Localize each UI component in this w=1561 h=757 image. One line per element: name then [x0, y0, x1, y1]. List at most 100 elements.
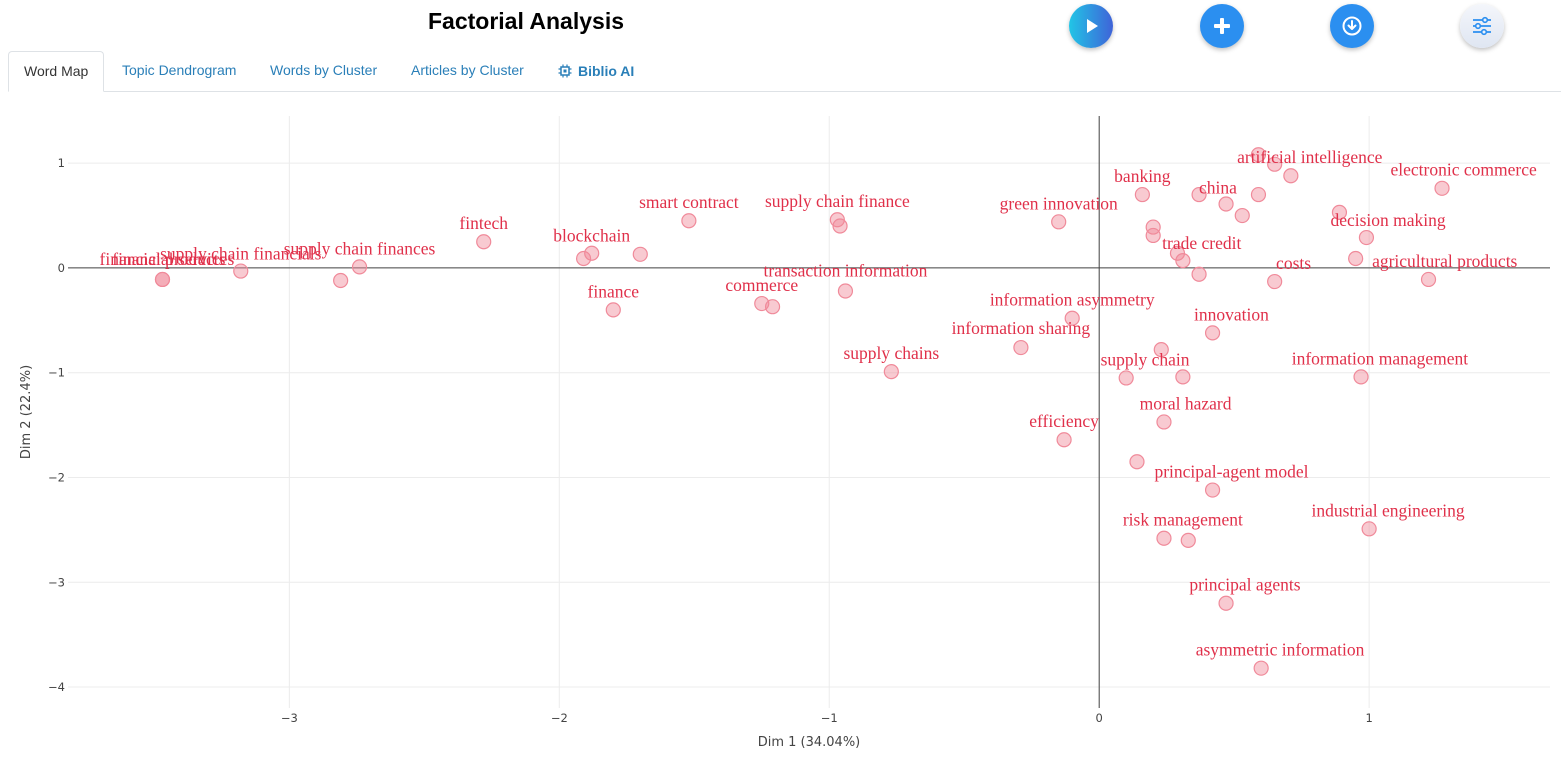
data-point[interactable]: [1153, 342, 1169, 358]
y-tick-label: −3: [48, 575, 65, 589]
data-point[interactable]: [764, 299, 781, 315]
y-axis-label: Dim 2 (22.4%): [19, 365, 34, 459]
data-point[interactable]: [1129, 454, 1145, 470]
data-point[interactable]: [1013, 339, 1029, 356]
options-button[interactable]: [1460, 4, 1504, 48]
data-point[interactable]: [1180, 532, 1196, 548]
point-label: costs: [1276, 253, 1311, 273]
data-point[interactable]: [584, 245, 600, 261]
data-point[interactable]: [1250, 147, 1267, 163]
data-point[interactable]: [1156, 530, 1172, 546]
run-button[interactable]: [1069, 4, 1113, 48]
point-label: china: [1199, 178, 1237, 198]
point-label: blockchain: [553, 226, 630, 246]
data-point[interactable]: [1051, 214, 1067, 230]
data-point[interactable]: [333, 272, 349, 289]
data-point[interactable]: [154, 271, 171, 288]
y-axis-ticks: 1 0 −1 −2 −3 −4: [48, 156, 65, 694]
data-point[interactable]: [1283, 168, 1299, 184]
data-point[interactable]: [1353, 369, 1369, 385]
x-axis-label: Dim 1 (34.04%): [758, 735, 861, 750]
tab-topic-dendrogram[interactable]: Topic Dendrogram: [122, 62, 237, 78]
sliders-icon: [1473, 16, 1491, 36]
data-point[interactable]: [1204, 482, 1221, 498]
point-label: principal-agent model: [1154, 461, 1308, 481]
data-point[interactable]: [1218, 196, 1234, 212]
data-point[interactable]: [1358, 229, 1375, 246]
data-point[interactable]: [1250, 186, 1267, 203]
data-point[interactable]: [1218, 595, 1234, 611]
data-point[interactable]: [1191, 266, 1207, 282]
data-point[interactable]: [476, 234, 492, 250]
download-icon: [1342, 16, 1362, 36]
data-point[interactable]: [1175, 369, 1191, 385]
x-tick-label: 0: [1096, 711, 1103, 725]
play-icon: [1087, 19, 1098, 33]
data-point[interactable]: [632, 246, 648, 262]
data-point[interactable]: [1267, 273, 1283, 290]
data-point[interactable]: [837, 283, 854, 299]
data-point[interactable]: [1145, 219, 1161, 235]
y-tick-label: −1: [48, 366, 65, 380]
data-point[interactable]: [1064, 310, 1080, 326]
add-button[interactable]: [1200, 4, 1244, 48]
point-label: moral hazard: [1140, 393, 1232, 413]
tab-words-by-cluster[interactable]: Words by Cluster: [270, 62, 378, 78]
data-point[interactable]: [832, 218, 848, 234]
x-tick-label: −1: [821, 711, 838, 725]
point-label: decision making: [1330, 210, 1445, 230]
point-label: artificial intelligence: [1237, 147, 1383, 167]
data-point[interactable]: [1420, 271, 1437, 288]
tab-biblio-ai[interactable]: Biblio AI: [543, 51, 649, 90]
data-point[interactable]: [1331, 204, 1348, 220]
data-point[interactable]: [1145, 227, 1161, 244]
data-point[interactable]: [1056, 432, 1072, 448]
x-tick-label: −2: [551, 711, 568, 725]
data-point[interactable]: [1234, 207, 1250, 224]
y-tick-label: −2: [48, 470, 65, 484]
point-label: supply chain finance: [765, 191, 910, 211]
point-label: finance: [588, 281, 640, 301]
tab-articles-by-cluster[interactable]: Articles by Cluster: [411, 62, 524, 78]
data-point[interactable]: [1348, 250, 1364, 267]
point-label: innovation: [1194, 304, 1269, 324]
point-label: principal agents: [1189, 575, 1300, 595]
page-title: Factorial Analysis: [428, 8, 625, 34]
plus-icon: [1214, 18, 1230, 34]
point-label: industrial engineering: [1311, 500, 1464, 520]
data-point[interactable]: [1253, 660, 1269, 676]
point-label: supply chain financials: [160, 244, 322, 264]
point-label: information asymmetry: [990, 290, 1155, 310]
point-label: supply chains: [843, 343, 939, 363]
data-point[interactable]: [575, 250, 592, 267]
point-label: financial services: [112, 249, 234, 269]
word-map-chart: −3 −2 −1 0 1 10−1−2−3−4 financial productsfi…: [19, 116, 1550, 750]
data-point[interactable]: [233, 263, 249, 279]
data-point[interactable]: [1361, 521, 1377, 537]
tab-word-map[interactable]: Word Map: [8, 51, 105, 92]
data-point[interactable]: [1191, 186, 1207, 203]
data-point[interactable]: [1134, 186, 1150, 203]
x-tick-label: 1: [1365, 711, 1372, 725]
tab-bar: Word Map Topic Dendrogram Words by Clust…: [8, 51, 1561, 92]
x-axis-ticks: −3 −2 −1 0 1: [281, 711, 1373, 725]
data-point[interactable]: [1204, 325, 1221, 341]
data-point[interactable]: [351, 259, 368, 275]
download-button[interactable]: [1330, 4, 1374, 48]
point-label: supply chain: [1101, 349, 1190, 369]
data-point[interactable]: [1118, 370, 1134, 386]
data-point[interactable]: [883, 364, 899, 380]
point-label: risk management: [1123, 510, 1243, 530]
point-label: transaction information: [764, 260, 928, 280]
data-point[interactable]: [1267, 156, 1283, 172]
point-label: smart contract: [639, 192, 739, 212]
point-label: supply chain finances: [284, 238, 436, 258]
data-point[interactable]: [1175, 252, 1191, 269]
data-point[interactable]: [1156, 414, 1172, 430]
data-point[interactable]: [605, 302, 621, 318]
point-label: information sharing: [952, 318, 1091, 338]
data-point[interactable]: [1434, 180, 1450, 196]
point-label: electronic commerce: [1391, 160, 1537, 180]
data-point[interactable]: [681, 213, 697, 229]
